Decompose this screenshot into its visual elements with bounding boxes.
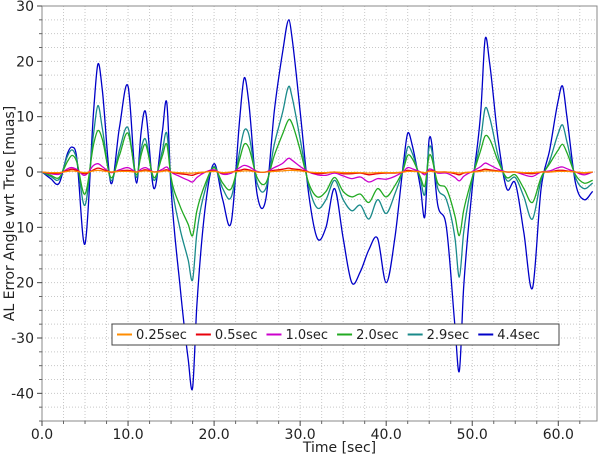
series-layer	[41, 19, 594, 391]
grid	[41, 5, 597, 422]
series-line-0.25sec	[41, 169, 593, 174]
y-tick-label: -30	[11, 331, 34, 347]
legend-label: 0.25sec	[136, 328, 187, 343]
y-axis-title: AL Error Angle wrt True [muas]	[2, 106, 18, 321]
y-tick-label: 20	[16, 276, 34, 292]
x-tick-label: 20.0	[199, 427, 230, 443]
legend-box	[111, 323, 560, 346]
x-tick-label: 40.0	[371, 427, 402, 443]
legend-label: 4.4sec	[497, 328, 540, 343]
x-tick-label: 30.0	[285, 427, 316, 443]
series-line-2.0sec	[41, 118, 593, 237]
y-tick-label: 0	[25, 165, 34, 181]
y-tick-label: 10	[16, 110, 34, 126]
series-line-4.4sec	[41, 19, 594, 391]
y-tick-label: 20	[16, 54, 34, 70]
x-tick-label: 50.0	[457, 427, 488, 443]
y-tick-label: 10	[16, 220, 34, 236]
x-tick-label: 60.0	[543, 427, 574, 443]
legend-label: 2.0sec	[356, 328, 399, 343]
x-axis-title: Time [sec]	[302, 440, 376, 456]
y-tick-label: -40	[11, 386, 34, 402]
y-axis: 30 20 10 0 10 20 -30 -40	[11, 0, 42, 422]
x-axis: 0.0 10.0 20.0 30.0 40.0 50.0 60.0	[31, 421, 581, 443]
legend-label: 2.9sec	[427, 328, 470, 343]
legend: 0.25sec 0.5sec 1.0sec 2.0sec 2.9sec 4.4sec	[111, 323, 560, 346]
legend-label: 1.0sec	[285, 328, 328, 343]
x-tick-label: 10.0	[112, 427, 143, 443]
legend-label: 0.5sec	[215, 328, 258, 343]
x-tick-label: 0.0	[31, 427, 53, 443]
y-tick-label: 30	[16, 0, 34, 15]
